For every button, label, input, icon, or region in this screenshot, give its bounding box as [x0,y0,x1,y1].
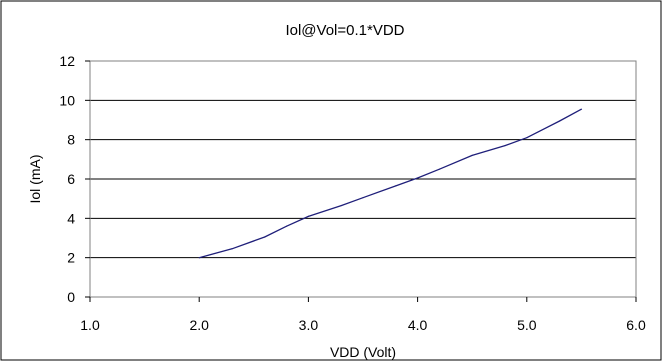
data-point [340,204,342,207]
data-point [558,120,561,122]
data-point [504,144,506,147]
y-tick-label: 2 [67,250,75,266]
data-point [362,197,364,199]
x-tick-label: 1.0 [80,317,100,333]
x-tick-label: 4.0 [408,317,428,333]
gridlines [90,99,636,259]
chart-title: Iol@Vol=0.1*VDD [285,22,404,39]
data-point [264,236,266,238]
y-tick-label: 6 [67,171,75,187]
data-point [285,225,288,227]
y-tick-label: 0 [67,289,75,305]
data-point [471,154,473,156]
data-point [526,137,528,139]
y-tick-label: 10 [59,92,75,108]
x-axis-ticks: 1.0 2.0 3.0 4.0 5.0 6.0 [80,297,646,333]
series-layer [198,108,583,259]
data-point [307,215,309,217]
x-tick-label: 2.0 [189,317,209,333]
y-tick-label: 12 [59,53,75,69]
data-point [231,248,233,250]
data-point [198,257,200,259]
data-point [417,177,419,179]
y-axis-ticks: 0 2 4 6 8 10 12 [59,53,90,305]
y-tick-label: 8 [67,132,75,148]
data-point [580,108,583,110]
y-tick-label: 4 [67,210,75,226]
x-tick-label: 3.0 [299,317,319,333]
x-axis-label: VDD (Volt) [330,344,396,360]
x-tick-label: 6.0 [626,317,646,333]
data-point [395,185,397,187]
data-point [438,168,441,170]
y-axis-label: Iol (mA) [27,155,43,204]
x-tick-label: 5.0 [517,317,537,333]
